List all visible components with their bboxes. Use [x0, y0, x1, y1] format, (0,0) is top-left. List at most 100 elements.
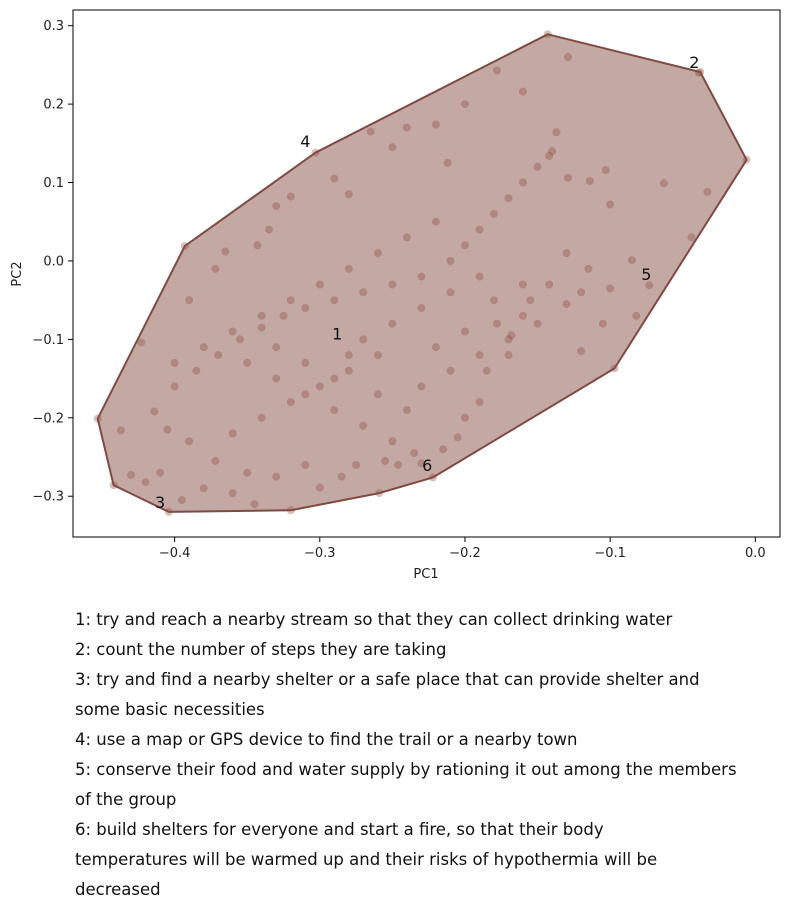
scatter-point	[109, 481, 118, 490]
scatter-point	[475, 398, 484, 407]
scatter-point	[564, 173, 572, 182]
scatter-point	[272, 202, 281, 211]
scatter-point	[461, 241, 469, 250]
scatter-point	[429, 473, 437, 482]
scatter-point	[257, 311, 266, 320]
scatter-point	[344, 366, 353, 375]
scatter-point	[330, 174, 339, 183]
scatter-point	[286, 192, 295, 201]
scatter-point	[585, 177, 594, 185]
scatter-point	[381, 456, 390, 465]
legend-line: 5: conserve their food and water supply …	[75, 760, 737, 779]
scatter-point	[301, 304, 310, 312]
scatter-point	[402, 233, 411, 242]
scatter-point	[352, 460, 361, 469]
y-tick-label: 0.0	[43, 254, 64, 269]
scatter-point	[170, 358, 179, 367]
x-tick-label: −0.4	[159, 546, 191, 561]
legend-line: 4: use a map or GPS device to find the t…	[75, 730, 578, 749]
scatter-point	[164, 507, 173, 516]
scatter-point	[301, 390, 310, 399]
scatter-point	[250, 500, 259, 509]
scatter-point	[507, 331, 516, 340]
scatter-point	[272, 374, 281, 383]
scatter-point	[211, 456, 220, 465]
y-axis-label: PC2	[10, 261, 25, 286]
plot-area-frame	[72, 9, 781, 538]
scatter-point	[694, 68, 703, 77]
legend-line: some basic necessities	[75, 700, 265, 719]
scatter-point	[606, 284, 615, 293]
scatter-point	[443, 158, 452, 167]
scatter-point	[185, 437, 194, 446]
scatter-point	[388, 143, 397, 152]
scatter-point	[330, 296, 339, 305]
y-tick-label: −0.1	[32, 333, 64, 348]
scatter-point	[533, 162, 542, 171]
scatter-point	[211, 264, 220, 273]
scatter-point	[375, 489, 384, 498]
scatter-point	[627, 256, 636, 265]
legend-line: of the group	[75, 790, 177, 809]
x-tick-label: −0.2	[449, 546, 481, 561]
scatter-point	[562, 300, 571, 309]
scatter-point	[453, 433, 462, 442]
scatter-point	[311, 148, 320, 157]
scatter-point	[659, 179, 668, 188]
scatter-point	[388, 319, 397, 328]
scatter-point	[253, 241, 262, 250]
scatter-point	[359, 335, 368, 344]
scatter-point	[359, 421, 368, 430]
scatter-point	[564, 53, 572, 62]
legend-line: 2: count the number of steps they are ta…	[75, 640, 447, 659]
scatter-point	[163, 425, 172, 434]
x-axis: −0.4 −0.3 −0.2 −0.1 0.0	[159, 537, 766, 561]
scatter-point	[315, 382, 324, 391]
scatter-point	[394, 460, 403, 469]
hull-label-4: 4	[300, 132, 310, 151]
scatter-points-layer	[93, 30, 751, 516]
scatter-point	[344, 190, 353, 199]
scatter-point	[545, 151, 554, 160]
scatter-point	[610, 364, 619, 373]
scatter-point	[417, 272, 426, 281]
pca-scatter-chart: 1 2 3 4 5 6 −0.4 −0.3 −0.2 −0.1 0.0 −0.3 −0.2 −0.1 0…	[10, 9, 781, 582]
x-tick-label: 0.0	[745, 546, 766, 561]
scatter-point	[137, 338, 146, 347]
scatter-point	[492, 319, 501, 328]
y-axis: −0.3 −0.2 −0.1 0.0 0.1 0.2 0.3	[32, 19, 73, 505]
scatter-point	[461, 100, 469, 109]
scatter-point	[417, 459, 426, 468]
hull-label-2: 2	[689, 53, 699, 72]
hull-label-5: 5	[641, 265, 651, 284]
scatter-point	[548, 147, 557, 156]
hull-label-3: 3	[155, 493, 165, 512]
scatter-point	[272, 343, 281, 352]
scatter-point	[279, 311, 288, 320]
scatter-point	[315, 280, 324, 289]
scatter-point	[598, 319, 607, 328]
scatter-point	[526, 296, 535, 305]
convex-hull-layer	[96, 33, 748, 513]
scatter-point	[446, 288, 455, 297]
scatter-point	[606, 200, 615, 209]
scatter-point	[388, 280, 397, 289]
scatter-point	[286, 296, 295, 305]
scatter-point	[492, 66, 501, 75]
scatter-point	[504, 194, 513, 203]
hull-vertex-labels: 1 2 3 4 5 6	[155, 53, 699, 512]
scatter-point	[243, 468, 252, 477]
scatter-point	[742, 155, 751, 164]
scatter-point	[475, 272, 484, 281]
scatter-point	[265, 225, 273, 234]
scatter-point	[475, 225, 484, 234]
scatter-point	[156, 468, 165, 477]
scatter-point	[236, 335, 244, 344]
scatter-point	[431, 217, 440, 226]
scatter-point	[543, 30, 552, 39]
scatter-point	[373, 351, 382, 360]
scatter-point	[344, 351, 353, 360]
scatter-point	[199, 484, 208, 493]
scatter-point	[577, 288, 586, 297]
scatter-point	[439, 445, 448, 454]
